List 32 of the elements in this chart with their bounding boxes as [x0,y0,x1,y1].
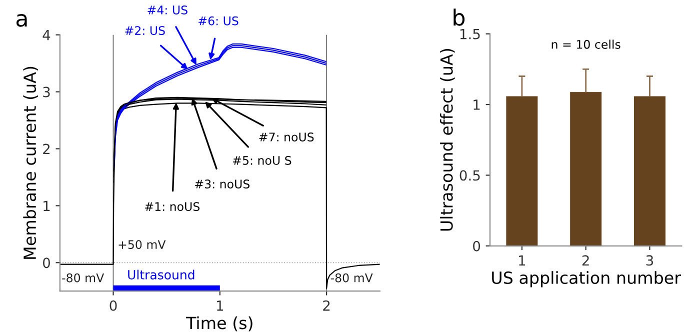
annotation: n = 10 cells [552,40,620,49]
x-tick-label: 1 [519,255,526,266]
y-axis-title: Ultrasound effect (uA) [440,49,455,231]
y-tick-label: 0.5 [460,170,480,181]
annotation: #5: noU S [233,156,292,165]
annotation: #1: noUS [145,202,200,212]
y-axis-title: Membrane current (uA) [23,66,38,259]
series-label: Ultrasound [128,270,194,280]
x-axis-title: Time (s) [186,316,252,332]
x-tick-label: 2 [582,255,589,266]
annotation: #3: noUS [195,180,250,188]
chart-title: b [454,8,465,26]
annotation: +50 mV [118,240,166,249]
y-tick-label: 1 [44,200,50,211]
x-tick-label: 1 [217,300,224,311]
annotation: -80 mV [330,273,373,282]
annotation: -80 mV [62,273,104,282]
x-tick-label: 3 [646,255,654,266]
y-tick-label: 3 [43,86,50,98]
y-tick-label: 1 [474,100,480,110]
y-tick-label: 4 [42,30,50,40]
y-tick-label: 1.5 [460,28,480,40]
annotation: #6: US [198,16,238,26]
x-axis-title: US application number [492,271,682,288]
chart-title: a [16,14,27,27]
y-tick-label: 0 [473,240,480,252]
annotation: #4: US [148,6,188,14]
x-tick-label: 2 [323,300,330,311]
y-tick-label: 2 [43,144,50,154]
x-tick-label: 0 [110,300,117,311]
annotation: #2: US [125,26,165,36]
annotation: #7: noUS [259,132,314,142]
